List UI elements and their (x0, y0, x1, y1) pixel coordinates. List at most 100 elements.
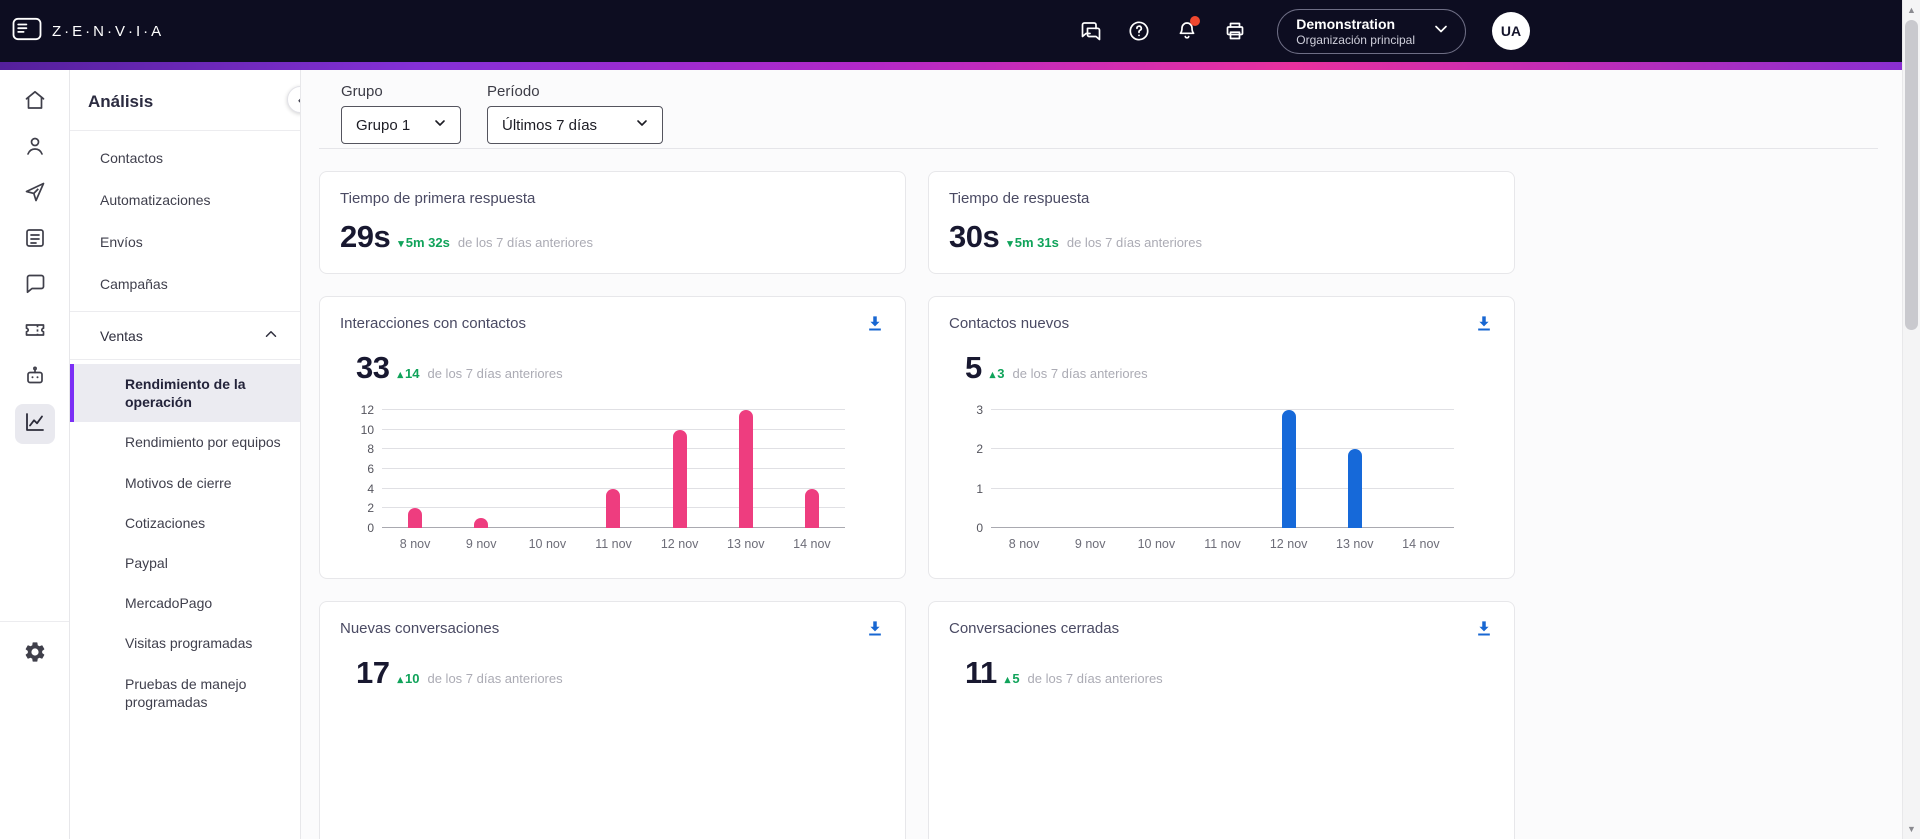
print-icon[interactable] (1215, 11, 1255, 51)
delta-value: 10 (405, 671, 420, 686)
delta-arrow-icon: ▾ (1007, 238, 1013, 250)
sidebar-subitem[interactable]: MercadoPago (125, 595, 213, 612)
x-tick-label: 11 nov (595, 537, 632, 551)
rail-footer (0, 621, 69, 839)
avatar[interactable]: UA (1492, 12, 1530, 50)
sidebar-item-ventas[interactable]: Ventas (70, 311, 300, 360)
conversations-icon[interactable] (1071, 11, 1111, 51)
chevron-down-icon (634, 115, 650, 135)
plot-column: 8 nov 9 nov 10 nov 11 nov 12 nov 13 nov 14 nov (991, 409, 1454, 551)
metric-delta: ▴ 3 (990, 366, 1005, 381)
sidebar-subitem[interactable]: Motivos de cierre (125, 474, 232, 491)
metric-delta: ▴ 14 (397, 366, 419, 381)
rail-contacts-button[interactable] (15, 128, 55, 168)
plot-column: 8 nov 9 nov 10 nov 11 nov 12 nov 13 nov 14 nov (382, 409, 845, 551)
sidebar-subitem[interactable]: Visitas programadas (125, 635, 253, 652)
download-icon[interactable] (865, 618, 885, 643)
notifications-icon[interactable] (1167, 11, 1207, 51)
card-title: Tiempo de respuesta (949, 190, 1090, 207)
metric-value: 17 (356, 655, 390, 690)
contact-interactions-card: Interacciones con contactos 33 ▴ 14 de lo… (319, 296, 906, 579)
response-time-card: Tiempo de respuesta 30s ▾ 5m 31s de los 7… (928, 171, 1515, 274)
y-tick-label: 12 (360, 403, 374, 417)
brand: Z·E·N·V·I·A (12, 17, 164, 46)
gridline (382, 448, 845, 450)
group-select[interactable]: Grupo 1 (341, 106, 461, 144)
sidebar-subitem[interactable]: Rendimiento por equipos (125, 434, 281, 451)
metric-row: 30s ▾ 5m 31s de los 7 días anteriores (949, 219, 1494, 255)
rail-analytics-button[interactable] (14, 404, 55, 444)
download-icon[interactable] (1474, 618, 1494, 643)
metric-row: 33 ▴ 14 de los 7 días anteriores (340, 350, 885, 386)
sidebar-item[interactable]: Contactos (100, 150, 164, 166)
rail-dispatches-button[interactable] (15, 220, 55, 260)
help-icon[interactable] (1119, 11, 1159, 51)
x-tick-label: 11 nov (1204, 537, 1241, 551)
metric-suffix: de los 7 días anteriores (1012, 366, 1148, 381)
gridline (991, 448, 1454, 450)
group-filter: Grupo Grupo 1 (341, 83, 461, 144)
scroll-up-arrow[interactable]: ▲ (1907, 5, 1916, 15)
bar-slot (647, 410, 713, 528)
gridline (382, 487, 845, 489)
sidebar-item[interactable]: Campañas (100, 276, 168, 292)
bot-icon (23, 364, 47, 393)
chevron-up-icon (262, 325, 280, 346)
bar-slot (779, 410, 845, 528)
rail-tickets-button[interactable] (15, 312, 55, 352)
sidebar-items: Contactos Automatizaciones Envíos Campañas (70, 131, 300, 311)
rail-settings-button[interactable] (15, 634, 55, 674)
org-name: Demonstration (1296, 15, 1396, 32)
scroll-down-arrow[interactable]: ▼ (1907, 824, 1916, 834)
ventas-label: Ventas (100, 327, 143, 344)
ventas-children: Rendimiento de la operación Rendimiento p… (70, 360, 300, 726)
delta-arrow-icon: ▴ (397, 369, 404, 381)
metric-suffix: de los 7 días anteriores (457, 235, 593, 250)
card-title: Conversaciones cerradas (949, 620, 1120, 637)
sidebar-subitem[interactable]: Pruebas de manejo programadas (125, 675, 247, 710)
page-scrollbar[interactable]: ▲ ▼ (1902, 0, 1920, 839)
filters-bar: Grupo Grupo 1 Período Últimos 7 días (341, 83, 1878, 144)
metric-row: 5 ▴ 3 de los 7 días anteriores (949, 350, 1494, 386)
bar-slot (713, 410, 779, 528)
period-select[interactable]: Últimos 7 días (487, 106, 663, 144)
rail-home-button[interactable] (15, 82, 55, 122)
sidebar-subitem[interactable]: Paypal (125, 554, 168, 571)
sidebar-subitem[interactable]: Cotizaciones (125, 514, 206, 531)
rail-send-button[interactable] (15, 174, 55, 214)
chart-bar (606, 488, 621, 528)
document-icon (23, 226, 47, 255)
bar-slot (514, 410, 580, 528)
metric-value: 30s (949, 219, 1000, 254)
rail-bot-button[interactable] (15, 358, 55, 398)
rail-chat-button[interactable] (15, 266, 55, 306)
x-tick-label: 9 nov (465, 537, 497, 551)
download-icon[interactable] (1474, 313, 1494, 338)
delta-value: 14 (405, 366, 420, 381)
brand-text: Z·E·N·V·I·A (52, 22, 165, 40)
card-title: Tiempo de primera respuesta (340, 190, 536, 207)
chart-bar (408, 508, 423, 528)
bar-slot (1322, 410, 1388, 528)
bar-slot (1256, 410, 1322, 528)
filters-divider (319, 148, 1878, 149)
sidebar-subitem[interactable]: Rendimiento de la operación (70, 364, 300, 423)
gear-icon (23, 640, 47, 669)
delta-value: 5m 31s (1014, 235, 1059, 250)
card-title: Contactos nuevos (949, 315, 1070, 332)
y-axis: 3 2 1 0 (961, 403, 991, 535)
sidebar-item[interactable]: Automatizaciones (100, 192, 211, 208)
x-tick-label: 14 nov (1402, 537, 1440, 551)
sidebar-item[interactable]: Envíos (100, 234, 143, 250)
delta-value: 5 (1012, 671, 1020, 686)
bar-slot (1057, 410, 1123, 528)
org-switcher[interactable]: Demonstration Organización principal (1277, 8, 1466, 54)
sidebar: Análisis ‹ ContactosAutomatizacionesEnví… (70, 70, 301, 839)
chart-container: 12 10 8 6 4 2 0 8 nov 9 nov 10 nov 11 nov 12 nov 13 … (340, 403, 885, 551)
scrollbar-thumb[interactable] (1905, 20, 1918, 330)
first-response-time-card: Tiempo de primera respuesta 29s ▾ 5m 32s … (319, 171, 906, 274)
download-icon[interactable] (865, 313, 885, 338)
main-content: Grupo Grupo 1 Período Últimos 7 días (301, 70, 1902, 839)
y-tick-label: 8 (367, 442, 374, 457)
delta-arrow-icon: ▴ (989, 369, 996, 381)
